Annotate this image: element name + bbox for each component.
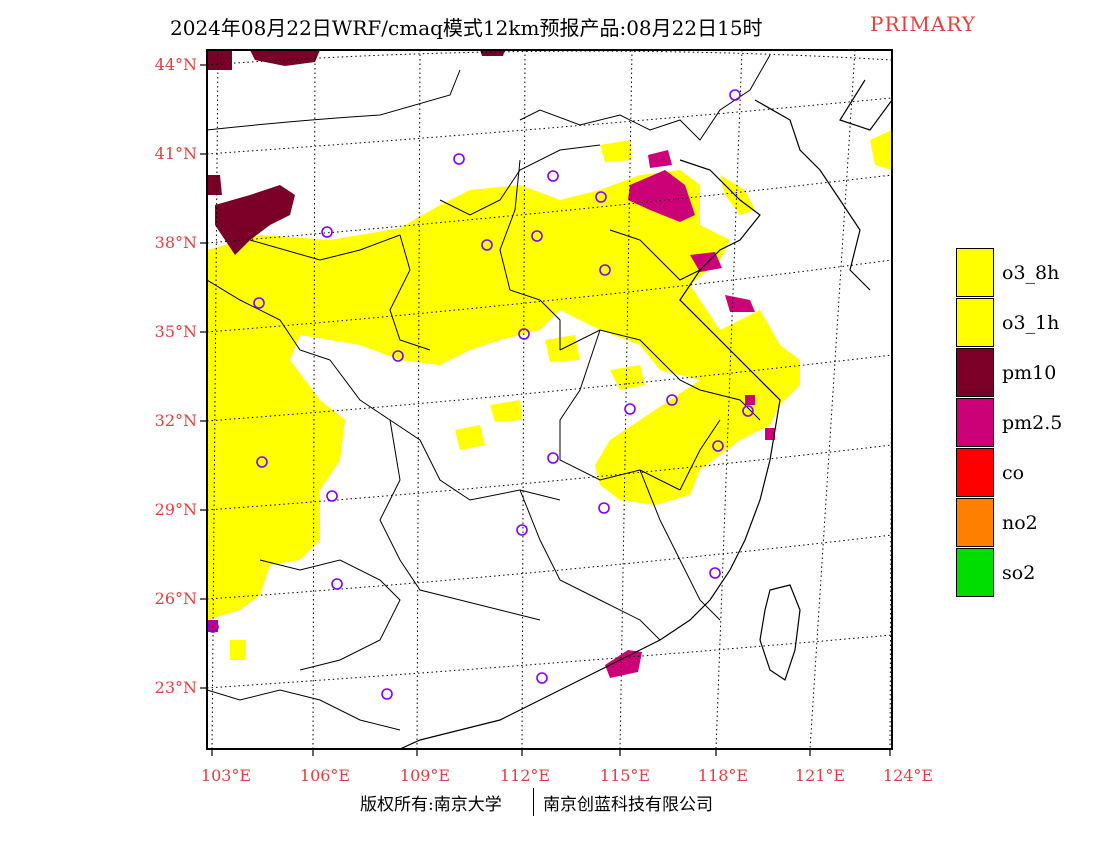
station-marker bbox=[598, 502, 610, 514]
legend-label: o3_8h bbox=[1002, 262, 1060, 284]
lat-label: 44°N bbox=[154, 55, 197, 74]
lat-label: 32°N bbox=[154, 411, 197, 430]
legend-swatch bbox=[956, 498, 994, 547]
legend-label: pm10 bbox=[1002, 362, 1057, 384]
lat-label: 35°N bbox=[154, 322, 197, 341]
company-text: 南京创蓝科技有限公司 bbox=[543, 795, 713, 815]
legend-item-o3-8h: o3_8h bbox=[956, 248, 1096, 298]
lon-label: 118°E bbox=[697, 766, 749, 785]
station-marker bbox=[516, 524, 528, 536]
legend-swatch bbox=[956, 248, 994, 297]
lon-label: 121°E bbox=[794, 766, 846, 785]
station-marker bbox=[624, 403, 636, 415]
coastline bbox=[399, 79, 892, 749]
legend-label: no2 bbox=[1002, 512, 1038, 534]
map-title: 2024年08月22日WRF/cmaq模式12km预报产品:08月22日15时 bbox=[170, 16, 763, 40]
legend-item-co: co bbox=[956, 448, 1096, 498]
station-marker bbox=[481, 239, 493, 251]
legend-swatch bbox=[956, 348, 994, 397]
lat-label: 29°N bbox=[154, 500, 197, 519]
station-marker bbox=[392, 350, 404, 362]
station-marker bbox=[666, 394, 678, 406]
station-marker bbox=[729, 89, 741, 101]
lon-label: 124°E bbox=[882, 766, 934, 785]
station-marker bbox=[326, 490, 338, 502]
station-marker bbox=[531, 230, 543, 242]
legend-label: pm2.5 bbox=[1002, 412, 1063, 434]
station-marker bbox=[321, 226, 333, 238]
lon-label: 112°E bbox=[499, 766, 551, 785]
legend-swatch bbox=[956, 298, 994, 347]
lat-label: 41°N bbox=[154, 144, 197, 163]
copyright-text: 版权所有:南京大学 bbox=[360, 795, 502, 815]
lon-label: 106°E bbox=[299, 766, 351, 785]
lon-label: 109°E bbox=[399, 766, 451, 785]
lat-label: 38°N bbox=[154, 233, 197, 252]
lon-label: 103°E bbox=[200, 766, 252, 785]
o3-area bbox=[207, 130, 892, 660]
legend-label: o3_1h bbox=[1002, 312, 1060, 334]
legend-item-so2: so2 bbox=[956, 548, 1096, 598]
station-markers bbox=[207, 89, 754, 700]
station-marker bbox=[709, 567, 721, 579]
station-marker bbox=[547, 170, 559, 182]
legend-item-pm10: pm10 bbox=[956, 348, 1096, 398]
legend-label: co bbox=[1002, 462, 1025, 484]
station-marker bbox=[712, 440, 724, 452]
station-marker bbox=[381, 688, 393, 700]
station-marker bbox=[599, 264, 611, 276]
legend: o3_8h o3_1h pm10 pm2.5 co no2 so2 bbox=[956, 248, 1096, 598]
legend-item-no2: no2 bbox=[956, 498, 1096, 548]
legend-swatch bbox=[956, 548, 994, 597]
legend-item-o3-1h: o3_1h bbox=[956, 298, 1096, 348]
station-marker bbox=[453, 153, 465, 165]
lat-label: 23°N bbox=[154, 678, 197, 697]
map-frame bbox=[206, 49, 893, 750]
pm10-area bbox=[207, 50, 505, 255]
station-marker bbox=[253, 297, 265, 309]
station-marker bbox=[742, 405, 754, 417]
legend-swatch bbox=[956, 398, 994, 447]
legend-label: so2 bbox=[1002, 562, 1036, 584]
station-marker bbox=[536, 672, 548, 684]
lat-label: 26°N bbox=[154, 589, 197, 608]
axis-ticks bbox=[200, 64, 891, 756]
lon-label: 115°E bbox=[599, 766, 651, 785]
station-marker bbox=[595, 191, 607, 203]
primary-tag: PRIMARY bbox=[870, 12, 976, 36]
station-marker bbox=[331, 578, 343, 590]
station-marker bbox=[547, 452, 559, 464]
station-marker bbox=[256, 456, 268, 468]
footer-separator bbox=[533, 788, 534, 816]
legend-swatch bbox=[956, 448, 994, 497]
legend-item-pm25: pm2.5 bbox=[956, 398, 1096, 448]
station-marker bbox=[518, 328, 530, 340]
